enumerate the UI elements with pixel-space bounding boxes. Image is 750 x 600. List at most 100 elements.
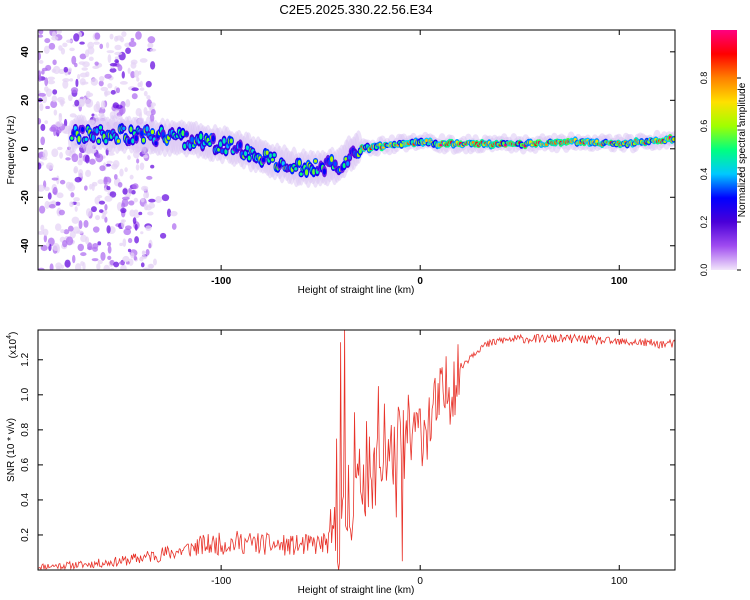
spectrogram-noise-blob (38, 117, 42, 125)
spectrogram-noise-blob (59, 152, 63, 159)
spectrogram-noise-blob (142, 154, 149, 159)
spectrogram-noise-blob (46, 162, 54, 170)
spectrogram-noise-blob (48, 42, 56, 50)
spectrogram-noise-blob (131, 93, 138, 100)
spectrogram-ridge-core (122, 126, 126, 131)
spectrogram-noise-blob (98, 209, 104, 213)
spectrogram-noise-blob (72, 254, 76, 264)
spectrogram-noise-blob (38, 52, 41, 61)
spectrogram-noise-blob (119, 81, 128, 85)
spectrogram-noise-blob (107, 82, 113, 89)
spectrogram-noise-blob (98, 200, 106, 205)
spectrogram-noise-blob (69, 47, 75, 52)
spectrogram-noise-blob (103, 264, 110, 270)
spectrogram-noise-blob (121, 196, 130, 201)
spectrogram-noise-blob (65, 157, 71, 161)
spectrogram-ridge-core (104, 139, 108, 144)
spectrogram-noise-blob (117, 64, 123, 72)
spectrogram-ridge-core (333, 161, 337, 167)
spectrogram-noise-blob (138, 211, 143, 216)
spectrogram-noise-blob (103, 176, 108, 185)
spectrogram-noise-blob (38, 205, 46, 214)
spectrogram-noise-blob (95, 214, 101, 221)
spectrogram-noise-blob (40, 123, 46, 132)
spectrogram-noise-blob (53, 109, 58, 116)
spectrogram-noise-blob (79, 53, 87, 60)
spectrogram-ridge-core (154, 141, 158, 146)
spectrogram-noise-blob (87, 246, 94, 250)
spectrogram-noise-blob (51, 95, 58, 103)
spectrogram-x-label: Height of straight line (km) (298, 285, 415, 296)
spectrogram-noise-blob (76, 201, 81, 207)
snr-y-tick-label: 0.8 (20, 422, 31, 436)
spectrogram-noise-blob (60, 101, 64, 107)
snr-x-tick-label: -100 (211, 576, 231, 587)
spectrogram-noise-blob (76, 230, 84, 234)
spectrogram-ridge-core (141, 138, 146, 143)
spectrogram-noise-blob (38, 231, 45, 235)
spectrogram-x-tick-label: 100 (611, 276, 628, 287)
spectrogram-noise-blob (100, 100, 106, 110)
snr-frame (37, 329, 676, 571)
spectrogram-noise-blob (58, 45, 63, 51)
spectrogram-noise-blob (146, 95, 151, 100)
spectrogram-noise-blob (166, 208, 172, 218)
snr-x-tick-label: 0 (417, 576, 423, 587)
spectrogram-noise-blob (71, 55, 77, 65)
spectrogram-noise-blob (41, 95, 48, 104)
spectrogram-marks (38, 30, 675, 270)
spectrogram-noise-blob (133, 255, 138, 261)
spectrogram-noise-blob (133, 197, 138, 203)
spectrogram-noise-blob (56, 146, 63, 151)
spectrogram-noise-blob (88, 56, 94, 62)
spectrogram-frame (37, 29, 676, 271)
spectrogram-noise-blob (98, 80, 104, 87)
spectrogram-noise-blob (97, 179, 105, 185)
spectrogram-ridge-core (342, 162, 346, 169)
spectrogram-noise-blob (89, 183, 93, 190)
spectrogram-noise-blob (45, 242, 50, 247)
spectrogram-noise-blob (123, 228, 132, 236)
spectrogram-noise-blob (77, 243, 84, 252)
spectrogram-noise-blob (137, 82, 142, 88)
spectrogram-noise-blob (92, 242, 99, 250)
colorbar-tick-label: 0.4 (699, 168, 709, 181)
spectrogram-noise-blob (148, 202, 156, 209)
spectrogram-noise-blob (113, 261, 120, 268)
spectrogram-noise-blob (161, 194, 170, 202)
spectrogram-noise-blob (77, 169, 84, 178)
spectrogram-noise-blob (69, 113, 77, 118)
spectrogram-noise-blob (90, 78, 99, 86)
spectrogram-noise-blob (148, 243, 152, 249)
spectrogram-noise-blob (127, 238, 133, 244)
spectrogram-noise-blob (150, 164, 155, 169)
spectrogram-noise-blob (114, 56, 120, 60)
spectrogram-ridge-core (91, 134, 95, 141)
spectrogram-ridge-core (424, 138, 429, 143)
spectrogram-noise-blob (128, 187, 132, 194)
spectrogram-noise-blob (129, 174, 134, 180)
spectrogram-noise-blob (110, 90, 116, 95)
spectrogram-ridge-core (84, 137, 88, 142)
spectrogram-noise-blob (135, 164, 140, 171)
spectrogram-noise-blob (122, 255, 130, 263)
spectrogram-noise-blob (38, 92, 46, 97)
spectrogram-ridge-core (149, 136, 153, 140)
spectrogram-noise-blob (128, 258, 134, 266)
spectrogram-ridge-core (208, 142, 212, 146)
spectrogram-noise-blob (85, 208, 92, 217)
spectrogram-noise-blob (147, 36, 156, 44)
spectrogram-noise-blob (127, 67, 131, 74)
spectrogram-noise-blob (121, 71, 125, 79)
spectrogram-noise-blob (171, 223, 177, 230)
spectrogram-noise-blob (48, 204, 56, 209)
spectrogram-noise-blob (143, 203, 149, 211)
spectrogram-noise-blob (135, 31, 142, 40)
spectrogram-noise-blob (69, 78, 74, 82)
spectrogram-noise-blob (149, 48, 157, 52)
spectrogram-noise-blob (78, 61, 86, 65)
spectrogram-ridge-core (131, 138, 135, 144)
spectrogram-noise-blob (140, 197, 145, 203)
spectrogram-noise-blob (67, 94, 73, 102)
spectrogram-noise-blob (99, 165, 106, 172)
